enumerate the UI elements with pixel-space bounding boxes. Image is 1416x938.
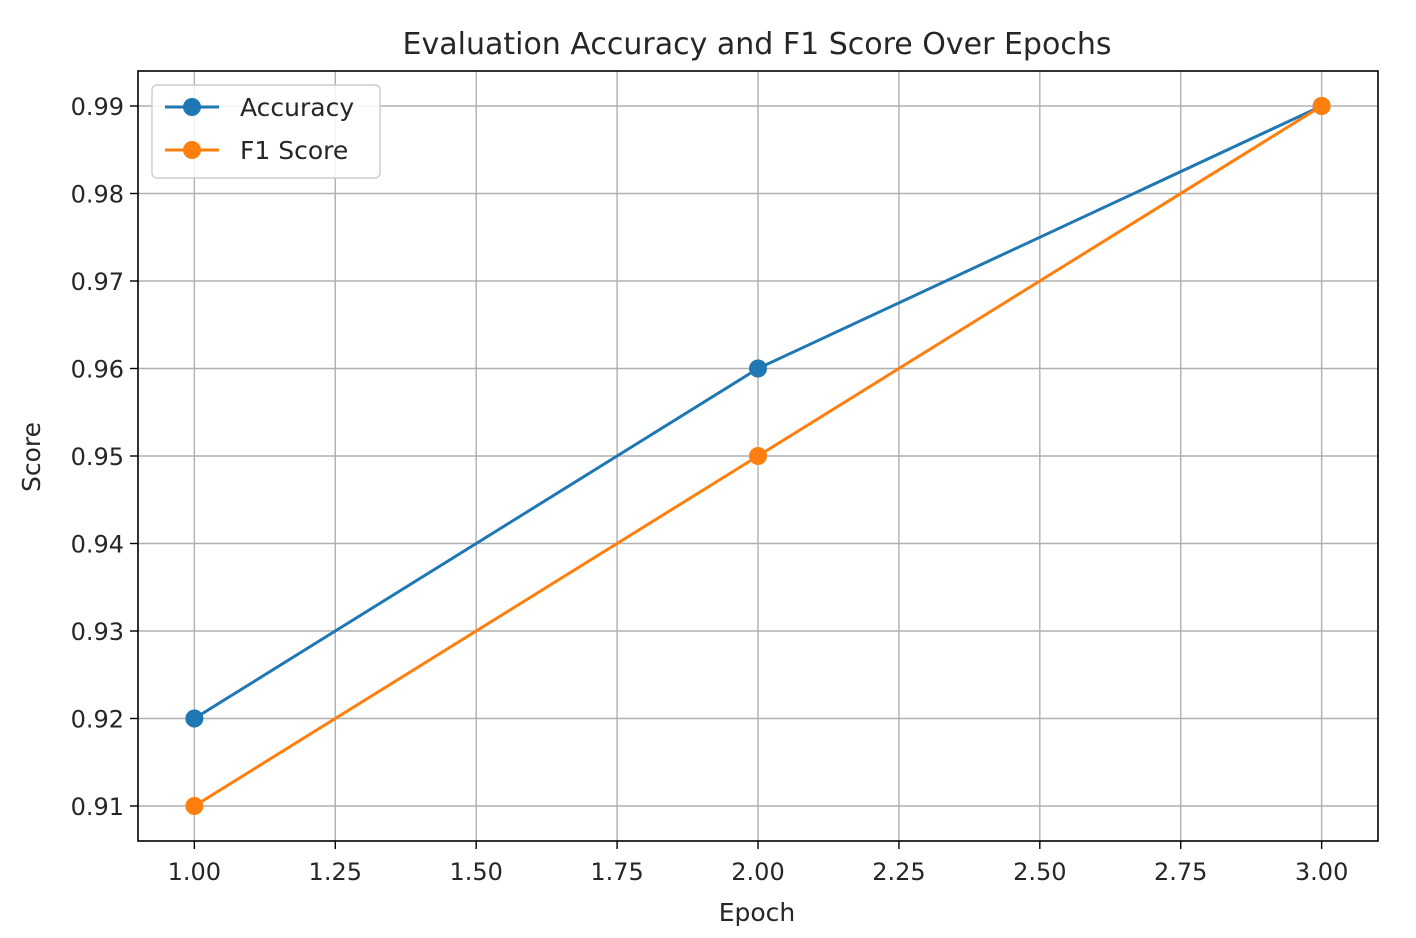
legend-marker <box>183 98 201 116</box>
y-axis-label: Score <box>17 422 46 492</box>
x-axis-label: Epoch <box>719 898 796 927</box>
x-tick-label: 1.50 <box>449 858 502 886</box>
x-tick-label: 1.00 <box>168 858 221 886</box>
x-tick-label: 2.50 <box>1013 858 1066 886</box>
y-tick-label: 0.97 <box>71 268 124 296</box>
legend: Accuracy F1 Score <box>151 84 381 179</box>
y-tick-label: 0.96 <box>71 356 124 384</box>
x-tick-label: 1.25 <box>309 858 362 886</box>
y-tick-label: 0.95 <box>71 443 124 471</box>
y-tick-label: 0.91 <box>71 793 124 821</box>
y-tick-label: 0.98 <box>71 181 124 209</box>
data-point <box>749 447 767 465</box>
series-group <box>185 97 1331 815</box>
legend-marker <box>183 141 201 159</box>
data-point <box>1312 97 1331 115</box>
data-point <box>185 709 204 728</box>
data-point <box>185 797 204 815</box>
y-tick-label: 0.94 <box>71 531 124 559</box>
x-tick-label: 1.75 <box>590 858 643 886</box>
y-tick-label: 0.99 <box>71 93 124 121</box>
x-tick-label: 2.75 <box>1154 858 1207 886</box>
data-point <box>749 359 767 378</box>
legend-label: Accuracy <box>240 93 354 122</box>
x-tick-label: 2.00 <box>731 858 784 886</box>
y-tick-label: 0.92 <box>71 706 124 734</box>
chart-title: Evaluation Accuracy and F1 Score Over Ep… <box>403 27 1112 62</box>
axis-ticks: 1.00 1.25 1.50 1.75 2.00 2.25 2.50 2.75 3.00 0.91… <box>71 93 1349 886</box>
legend-label: F1 Score <box>240 136 348 165</box>
x-tick-label: 3.00 <box>1295 858 1348 886</box>
y-tick-label: 0.93 <box>71 618 124 646</box>
x-tick-label: 2.25 <box>872 858 925 886</box>
